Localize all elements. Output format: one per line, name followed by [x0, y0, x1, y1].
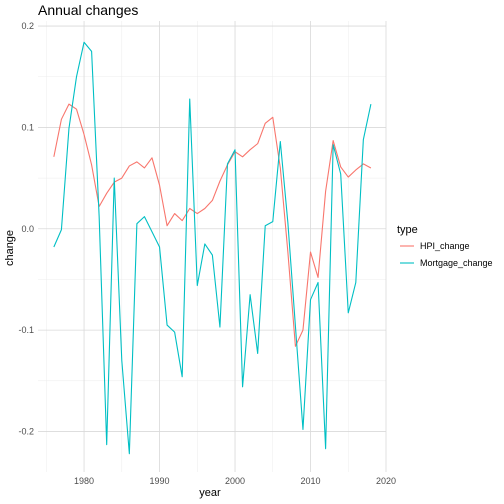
y-tick-label: -0.1	[18, 325, 34, 335]
x-tick-label: 2000	[225, 476, 245, 486]
legend-label: Mortgage_change	[420, 258, 493, 268]
y-tick-labels: -0.2 -0.1 0.0 0.1 0.2	[18, 21, 34, 436]
x-tick-label: 2020	[376, 476, 396, 486]
x-tick-labels: 1980 1990 2000 2010 2020	[74, 476, 396, 486]
y-tick-label: 0.2	[21, 21, 34, 31]
series-line-mortgage-change	[53, 41, 372, 455]
legend-items: HPI_change Mortgage_change	[400, 241, 493, 268]
x-tick-label: 1990	[150, 476, 170, 486]
chart-title: Annual changes	[38, 2, 138, 18]
legend-title: type	[397, 224, 418, 236]
grid	[38, 21, 387, 472]
y-tick-label: 0.0	[21, 224, 34, 234]
y-tick-label: 0.1	[21, 122, 34, 132]
x-tick-label: 2010	[300, 476, 320, 486]
series-line-hpi-change	[53, 103, 372, 347]
series-lines	[53, 41, 372, 455]
legend: type HPI_change Mortgage_change	[397, 224, 493, 268]
x-tick-label: 1980	[74, 476, 94, 486]
legend-label: HPI_change	[420, 241, 470, 251]
y-axis-title: change	[4, 230, 16, 266]
y-tick-label: -0.2	[18, 426, 34, 436]
x-axis-title: year	[199, 487, 221, 499]
